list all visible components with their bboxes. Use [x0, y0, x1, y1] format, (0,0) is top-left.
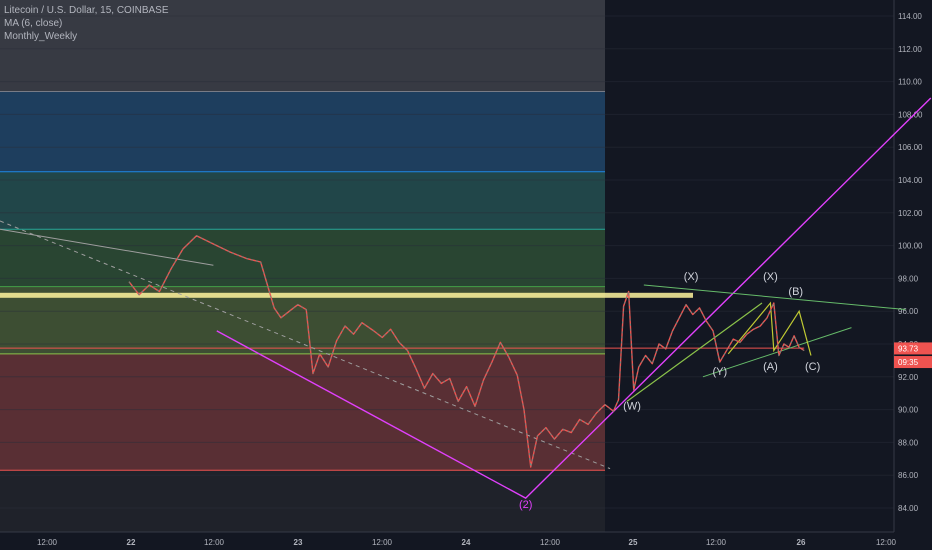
wave-line-w-x	[626, 302, 763, 402]
x-tick-label: 12:00	[372, 538, 393, 547]
elliott-label-2: (X)	[684, 271, 699, 283]
chart-title: Litecoin / U.S. Dollar, 15, COINBASE	[4, 5, 169, 16]
y-axis-panel	[894, 0, 932, 550]
resistance-trendline	[643, 284, 906, 311]
y-tick-label: 110.00	[898, 78, 922, 87]
price-line-overlay	[128, 235, 805, 468]
fib-zone-0	[0, 353, 605, 471]
y-tick-label: 104.00	[898, 176, 923, 185]
y-tick-label: 112.00	[898, 45, 922, 54]
y-tick-label: 96.00	[898, 307, 919, 316]
x-tick-label: 12:00	[706, 538, 727, 547]
y-tick-label: 106.00	[898, 143, 923, 152]
price-tag-bg-1	[894, 356, 932, 369]
elliott-label-0: (2)	[519, 499, 532, 511]
elliott-label-4: (X)	[763, 271, 778, 283]
support-trendline	[702, 327, 852, 378]
elliott-label-3: (Y)	[712, 366, 727, 378]
history-shade	[0, 0, 605, 532]
fib-zone-4	[0, 91, 605, 172]
elliott-label-7: (C)	[805, 361, 820, 373]
x-tick-label: 25	[629, 538, 638, 547]
indicator-ma: MA (6, close)	[4, 18, 63, 29]
y-tick-label: 90.00	[898, 406, 919, 415]
y-tick-label: 100.00	[898, 242, 923, 251]
trendline-start	[0, 228, 214, 266]
fib-zone-2	[0, 229, 605, 287]
fib-zone-3	[0, 171, 605, 230]
elliott-label-6: (B)	[788, 286, 803, 298]
chart-legend: Litecoin / U.S. Dollar, 15, COINBASE MA …	[4, 4, 169, 43]
y-tick-label: 98.00	[898, 274, 919, 283]
x-tick-label: 24	[462, 538, 471, 547]
x-tick-label: 12:00	[204, 538, 225, 547]
elliott-label-1: (W)	[623, 401, 641, 413]
fib-zone-1	[0, 286, 605, 354]
y-tick-label: 114.00	[898, 12, 922, 21]
resistance-band	[0, 292, 693, 298]
elliott-wave-channel	[216, 97, 932, 500]
x-tick-label: 12:00	[540, 538, 561, 547]
y-tick-label: 102.00	[898, 209, 923, 218]
price-tag-0: 93.73	[898, 344, 919, 353]
y-tick-label: 88.00	[898, 438, 919, 447]
fib-zone-5	[0, 0, 605, 92]
y-tick-label: 108.00	[898, 110, 923, 119]
projected-wave	[727, 301, 812, 356]
price-tag-bg-0	[894, 342, 932, 355]
indicator-monthly-weekly: Monthly_Weekly	[4, 31, 78, 42]
y-tick-label: 84.00	[898, 504, 919, 513]
x-tick-label: 12:00	[37, 538, 58, 547]
x-tick-label: 23	[294, 538, 303, 547]
price-tag-1: 09:35	[898, 358, 919, 367]
elliott-label-5: (A)	[763, 361, 778, 373]
x-tick-label: 12:00	[876, 538, 897, 547]
x-tick-label: 22	[127, 538, 136, 547]
y-tick-label: 92.00	[898, 373, 919, 382]
dashed-trendline	[0, 220, 611, 470]
x-tick-label: 26	[797, 538, 806, 547]
y-tick-label: 86.00	[898, 471, 919, 480]
